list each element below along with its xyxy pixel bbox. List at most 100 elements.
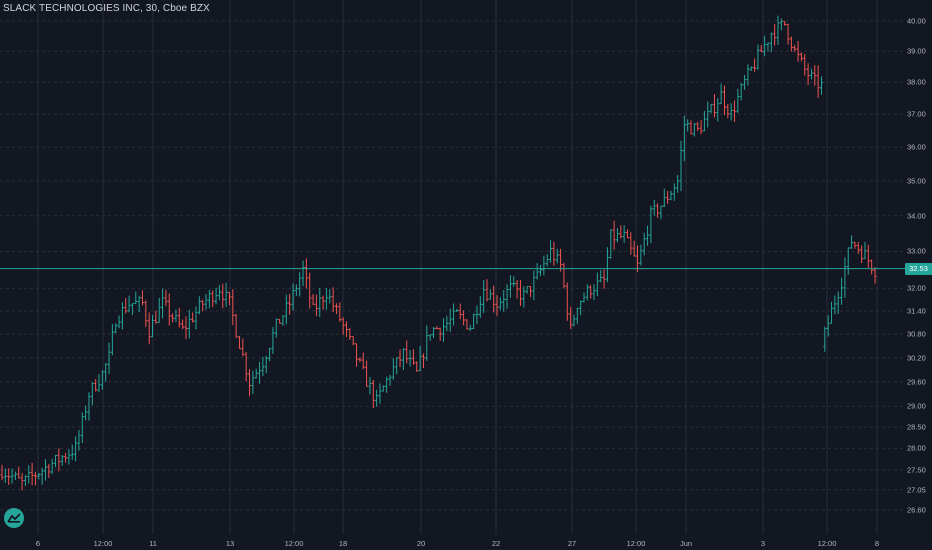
ohlc-bar: [702, 110, 706, 132]
ohlc-bar: [739, 83, 743, 101]
ohlc-bar: [268, 347, 272, 362]
x-tick-label: 8: [874, 539, 880, 548]
ohlc-bar: [562, 262, 566, 289]
x-tick-label: 12:00: [817, 539, 837, 548]
x-tick-label: 6: [35, 539, 41, 548]
ohlc-bar: [0, 464, 4, 481]
ohlc-bar: [107, 342, 111, 374]
ohlc-bar: [682, 115, 686, 162]
ohlc-bar: [248, 369, 252, 397]
ohlc-bar: [338, 302, 342, 322]
ohlc-bar: [646, 225, 650, 246]
ohlc-bar: [308, 272, 312, 309]
ohlc-bar: [154, 310, 158, 324]
ohlc-bar: [40, 467, 44, 485]
ohlc-bar: [100, 370, 104, 390]
ohlc-bar: [726, 103, 730, 119]
ohlc-bar: [833, 295, 837, 315]
ohlc-bar: [846, 247, 850, 275]
ohlc-bar: [823, 326, 827, 352]
ohlc-bar: [605, 247, 609, 283]
ohlc-bar: [686, 119, 690, 132]
ohlc-bar: [204, 294, 208, 310]
ohlc-bar: [659, 205, 663, 220]
ohlc-bar: [371, 379, 375, 409]
ohlc-bar: [294, 284, 298, 296]
ohlc-bar: [853, 241, 857, 249]
ohlc-bar: [127, 295, 131, 313]
ohlc-bar: [47, 464, 51, 479]
ohlc-bar: [512, 276, 516, 287]
ohlc-bar: [482, 280, 486, 313]
ohlc-bar: [334, 303, 338, 315]
tradingview-logo-icon[interactable]: [4, 508, 24, 528]
ohlc-bar: [759, 44, 763, 53]
ohlc-bar: [636, 245, 640, 273]
ohlc-bar: [60, 454, 64, 466]
ohlc-bar: [224, 282, 228, 307]
ohlc-bar: [217, 285, 221, 301]
ohlc-bar: [662, 188, 666, 208]
ohlc-bar: [809, 68, 813, 80]
ohlc-bar: [625, 229, 629, 239]
x-tick-label: 13: [225, 539, 235, 548]
ohlc-bar: [455, 308, 459, 312]
ohlc-bar: [716, 98, 720, 122]
ohlc-bar: [27, 465, 31, 484]
ohlc-bar: [13, 471, 17, 480]
ohlc-bar: [525, 285, 529, 294]
ohlc-bar: [54, 454, 58, 468]
ohlc-bar: [819, 76, 823, 95]
ohlc-bar: [502, 289, 506, 312]
ohlc-bar: [288, 293, 292, 315]
ohlc-bar: [539, 264, 543, 277]
ohlc-bar: [201, 299, 205, 312]
ohlc-bar: [488, 289, 492, 300]
ohlc-bar: [860, 245, 864, 264]
ohlc-bar: [549, 240, 553, 263]
ohlc-bar: [669, 190, 673, 201]
ohlc-bar: [719, 83, 723, 105]
ohlc-bar: [632, 240, 636, 257]
ohlc-bar: [575, 307, 579, 325]
x-tick-label: 18: [338, 539, 348, 548]
x-tick-label: 27: [567, 539, 577, 548]
ohlc-bar: [736, 88, 740, 113]
ohlc-bar: [565, 282, 569, 321]
ohlc-bar: [445, 315, 449, 332]
price-scale[interactable]: 40.00 39.00 38.00 37.00 36.00 35.00 34.00 33.00…: [905, 0, 932, 550]
ohlc-bar: [672, 183, 676, 201]
ohlc-bar: [244, 352, 248, 382]
ohlc-bar: [117, 315, 121, 329]
ohlc-bar: [311, 294, 315, 306]
ohlc-bar: [23, 475, 27, 487]
symbol-title: SLACK TECHNOLOGIES INC, 30, Cboe BZX: [3, 3, 210, 14]
ohlc-bar: [656, 203, 660, 218]
ohlc-bar: [515, 279, 519, 299]
x-tick-label: 20: [416, 539, 426, 548]
ohlc-bar: [552, 241, 556, 266]
ohlc-bar: [140, 290, 144, 306]
ohlc-bar: [301, 260, 305, 287]
ohlc-bar: [207, 289, 211, 309]
ohlc-bar: [582, 292, 586, 303]
ohlc-bar: [806, 63, 810, 85]
ohlc-bar: [67, 449, 71, 465]
ohlc-bar: [425, 325, 429, 361]
ohlc-bar: [431, 326, 435, 339]
ohlc-bar: [151, 315, 155, 338]
y-tick-label: 40.00: [907, 16, 926, 26]
ohlc-bar: [468, 324, 472, 332]
ohlc-bar: [33, 471, 37, 486]
ohlc-bar: [84, 405, 88, 421]
ohlc-bar: [783, 20, 787, 26]
ohlc-bar: [569, 307, 573, 330]
ohlc-bar: [234, 313, 238, 338]
ohlc-bar: [97, 374, 101, 393]
ohlc-bar: [304, 258, 308, 289]
ohlc-bar: [435, 326, 439, 330]
ohlc-bar: [324, 287, 328, 310]
ohlc-bar: [391, 358, 395, 380]
